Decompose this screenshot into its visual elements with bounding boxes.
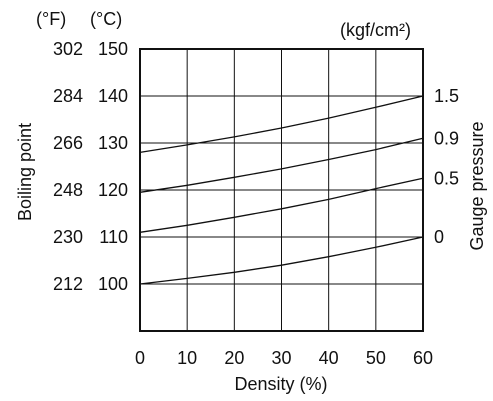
y-tick-label-celsius: 150	[98, 39, 128, 59]
fahrenheit-unit-label: (°F)	[36, 9, 66, 29]
boiling-point-curve	[139, 177, 424, 233]
boiling-point-curve	[139, 95, 424, 154]
y-tick-label-fahrenheit: 284	[53, 86, 83, 106]
boiling-point-curve	[139, 137, 424, 193]
y-tick-label-fahrenheit: 248	[53, 180, 83, 200]
pressure-label: 0	[434, 227, 444, 247]
pressure-label: 1.5	[434, 86, 459, 106]
x-tick-label: 40	[319, 348, 339, 368]
pressure-label: 0.5	[434, 168, 459, 188]
pressure-label: 0.9	[434, 128, 459, 148]
y2-axis-label: Gauge pressure	[467, 121, 487, 250]
x-tick-label: 10	[177, 348, 197, 368]
x-axis-label: Density (%)	[234, 374, 327, 394]
x-tick-label: 60	[413, 348, 433, 368]
plot-frame	[139, 48, 424, 332]
y-tick-label-fahrenheit: 266	[53, 133, 83, 153]
x-tick-label: 50	[366, 348, 386, 368]
celsius-unit-label: (°C)	[90, 9, 122, 29]
x-tick-label: 20	[224, 348, 244, 368]
y-tick-label-celsius: 100	[98, 274, 128, 294]
y-tick-label-celsius: 110	[99, 227, 128, 247]
y-tick-label-celsius: 130	[98, 133, 128, 153]
y-tick-label-celsius: 120	[98, 180, 128, 200]
x-tick-label: 0	[135, 348, 145, 368]
boiling-point-curve	[139, 236, 424, 285]
pressure-unit-label: (kgf/cm²)	[340, 20, 411, 40]
x-tick-label: 30	[271, 348, 291, 368]
y-tick-label-celsius: 140	[98, 86, 128, 106]
y-tick-label-fahrenheit: 212	[53, 274, 83, 294]
y-tick-label-fahrenheit: 230	[53, 227, 83, 247]
y-axis-label: Boiling point	[15, 123, 35, 221]
y-tick-label-fahrenheit: 302	[53, 39, 83, 59]
